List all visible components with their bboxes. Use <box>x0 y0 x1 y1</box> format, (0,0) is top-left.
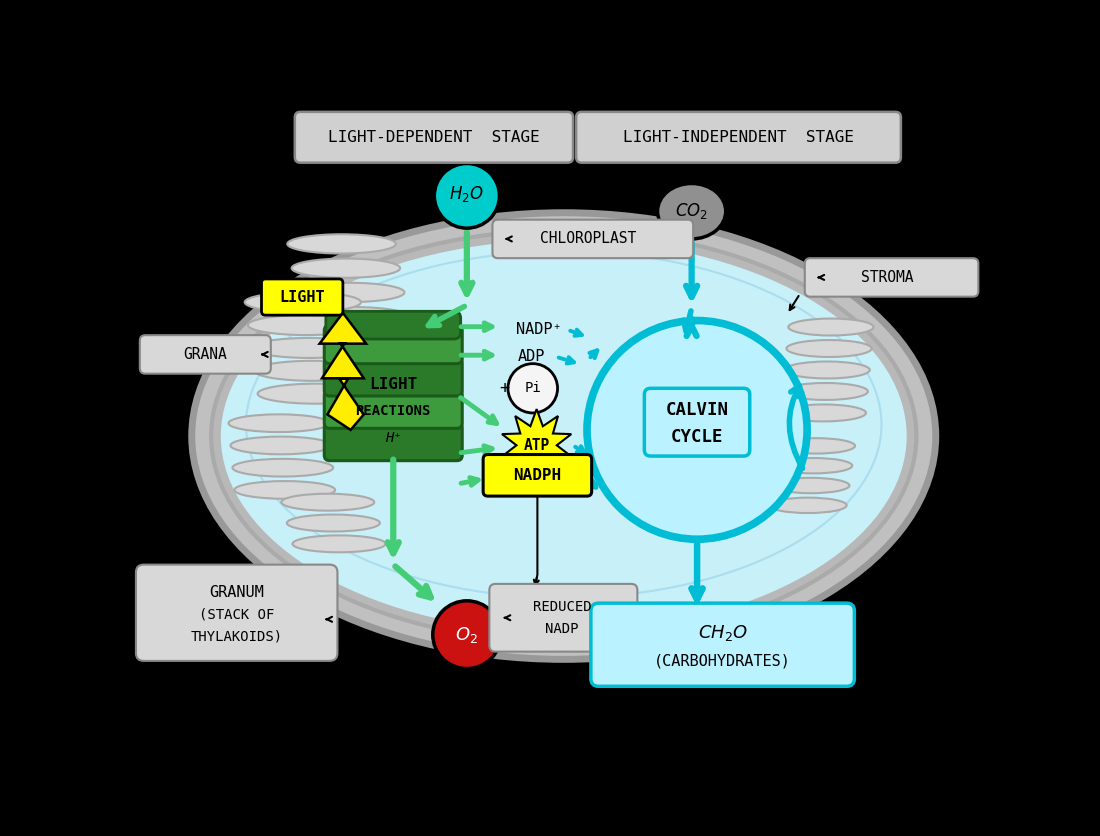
Polygon shape <box>320 313 366 430</box>
Text: ADP: ADP <box>517 349 544 364</box>
FancyBboxPatch shape <box>805 258 978 297</box>
Ellipse shape <box>293 535 385 553</box>
Ellipse shape <box>248 315 364 335</box>
Text: GRANA: GRANA <box>184 347 228 362</box>
Circle shape <box>432 601 500 669</box>
Text: $O_2$: $O_2$ <box>455 624 478 645</box>
FancyBboxPatch shape <box>262 279 343 315</box>
FancyBboxPatch shape <box>490 584 637 651</box>
FancyBboxPatch shape <box>591 603 855 686</box>
Text: THYLAKOIDS): THYLAKOIDS) <box>190 630 283 643</box>
Ellipse shape <box>287 514 380 532</box>
Ellipse shape <box>789 319 873 335</box>
Ellipse shape <box>282 494 374 511</box>
Ellipse shape <box>782 383 868 400</box>
Ellipse shape <box>254 361 371 381</box>
Text: $CH_2O$: $CH_2O$ <box>697 623 748 643</box>
Ellipse shape <box>229 415 329 432</box>
Text: (CARBOHYDRATES): (CARBOHYDRATES) <box>654 654 791 668</box>
Text: NADP: NADP <box>546 621 579 635</box>
Circle shape <box>434 164 499 228</box>
Text: CYCLE: CYCLE <box>671 428 724 446</box>
Ellipse shape <box>244 292 361 312</box>
FancyBboxPatch shape <box>493 220 693 258</box>
Ellipse shape <box>769 497 847 513</box>
Text: LIGHT-DEPENDENT  STAGE: LIGHT-DEPENDENT STAGE <box>328 130 540 145</box>
Circle shape <box>587 320 807 539</box>
Ellipse shape <box>781 405 866 421</box>
Text: REDUCED: REDUCED <box>532 600 592 614</box>
Text: $H_2O$: $H_2O$ <box>450 184 484 204</box>
Text: REACTIONS: REACTIONS <box>355 404 431 418</box>
FancyBboxPatch shape <box>483 455 592 496</box>
Text: $CO_2$: $CO_2$ <box>675 201 708 222</box>
Text: H⁺: H⁺ <box>385 431 402 446</box>
Ellipse shape <box>774 458 852 473</box>
Ellipse shape <box>296 283 405 302</box>
FancyBboxPatch shape <box>324 422 462 461</box>
Text: LIGHT-INDEPENDENT  STAGE: LIGHT-INDEPENDENT STAGE <box>623 130 854 145</box>
Ellipse shape <box>300 307 409 326</box>
Ellipse shape <box>191 212 936 660</box>
Text: STROMA: STROMA <box>861 270 914 285</box>
Text: ATP: ATP <box>524 438 550 453</box>
FancyBboxPatch shape <box>576 112 901 163</box>
Ellipse shape <box>658 183 726 239</box>
Ellipse shape <box>772 478 849 493</box>
Ellipse shape <box>778 438 855 454</box>
Ellipse shape <box>292 258 400 278</box>
FancyBboxPatch shape <box>324 390 462 428</box>
Ellipse shape <box>257 384 374 404</box>
Text: +: + <box>499 380 509 397</box>
Text: CHLOROPLAST: CHLOROPLAST <box>540 232 637 247</box>
Circle shape <box>508 364 558 413</box>
Text: Pi: Pi <box>525 381 541 395</box>
Ellipse shape <box>234 481 336 499</box>
FancyBboxPatch shape <box>324 325 462 364</box>
FancyBboxPatch shape <box>140 335 271 374</box>
Ellipse shape <box>232 459 333 477</box>
Ellipse shape <box>221 240 906 632</box>
Ellipse shape <box>784 361 870 379</box>
Polygon shape <box>502 409 571 482</box>
FancyBboxPatch shape <box>136 564 338 661</box>
Ellipse shape <box>231 436 331 454</box>
FancyBboxPatch shape <box>326 311 461 339</box>
Ellipse shape <box>251 338 367 358</box>
FancyBboxPatch shape <box>645 388 750 456</box>
Text: (STACK OF: (STACK OF <box>199 608 274 622</box>
Text: LIGHT: LIGHT <box>370 377 417 392</box>
Text: NADPH: NADPH <box>514 468 561 483</box>
FancyBboxPatch shape <box>324 358 462 396</box>
Text: NADP⁺: NADP⁺ <box>516 323 562 337</box>
Ellipse shape <box>786 340 871 357</box>
Text: LIGHT: LIGHT <box>279 289 324 304</box>
Text: GRANUM: GRANUM <box>209 585 264 600</box>
Text: CALVIN: CALVIN <box>666 400 728 419</box>
Ellipse shape <box>287 234 396 253</box>
Ellipse shape <box>211 230 916 642</box>
FancyBboxPatch shape <box>295 112 573 163</box>
